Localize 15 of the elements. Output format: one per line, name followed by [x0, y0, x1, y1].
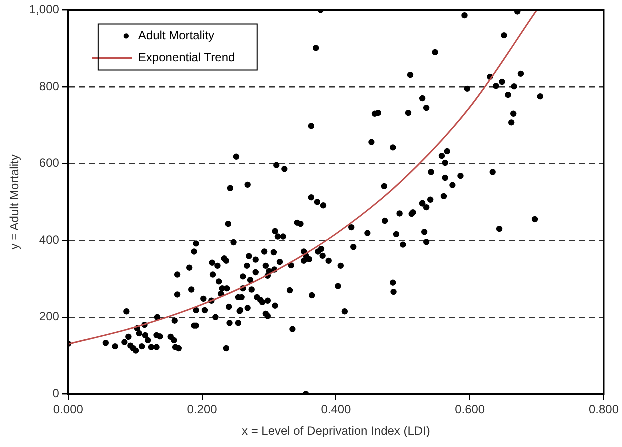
x-axis-title: x = Level of Deprivation Index (LDI) [242, 424, 430, 438]
x-tick-label: 0.800 [588, 402, 620, 417]
y-tick-label: 800 [39, 79, 60, 94]
legend-label: Adult Mortality [138, 28, 214, 43]
y-tick-label: 400 [39, 232, 60, 247]
y-tick-label: 200 [39, 310, 60, 324]
y-tick-label: 0 [52, 386, 60, 401]
x-tick-label: 0.200 [187, 402, 218, 417]
y-tick-label: 600 [39, 156, 60, 170]
x-tick-label: 0.000 [53, 402, 84, 417]
x-tick-label: 0.600 [455, 402, 486, 417]
y-axis-title: y = Adult Mortality [8, 154, 22, 250]
x-tick-label: 0.400 [321, 402, 352, 417]
y-tick-label: 1,000 [29, 2, 60, 17]
legend-label: Exponential Trend [138, 50, 236, 65]
